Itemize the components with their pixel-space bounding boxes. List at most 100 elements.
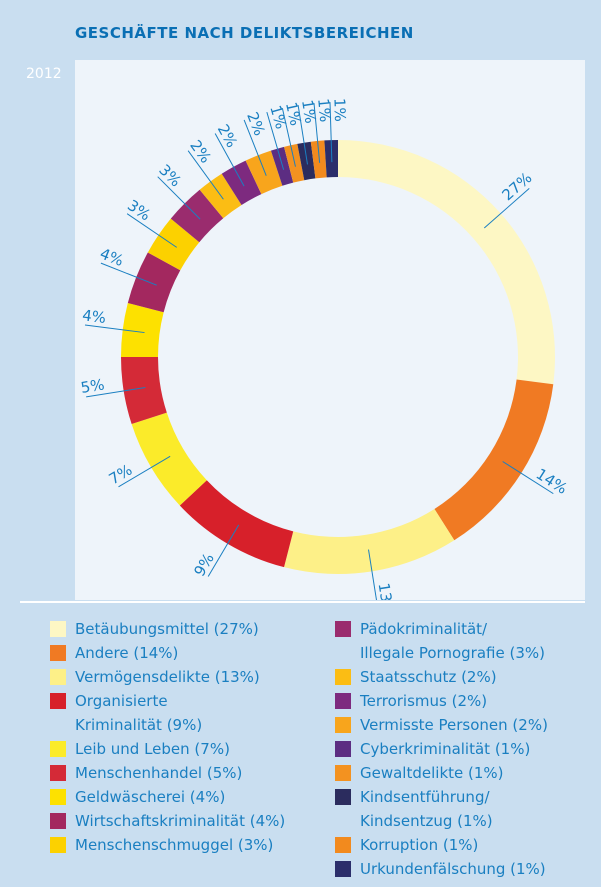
leader-line xyxy=(266,111,285,170)
legend-item: Geldwäscherei (4%) xyxy=(50,785,285,809)
legend-column: Pädokriminalität/ Illegale Pornografie (… xyxy=(335,617,548,881)
legend-swatch xyxy=(335,789,351,805)
data-label: 2% xyxy=(214,121,241,151)
legend-item: Leib und Leben (7%) xyxy=(50,737,285,761)
donut-segment xyxy=(179,480,294,568)
legend-item: Organisierte Kriminalität (9%) xyxy=(50,689,285,737)
legend-label: Cyberkriminalität (1%) xyxy=(360,740,531,758)
legend-swatch xyxy=(50,645,66,661)
legend-swatch xyxy=(335,861,351,877)
legend-swatch xyxy=(50,765,66,781)
donut-segment xyxy=(131,412,207,506)
separator xyxy=(20,601,585,603)
leader-line xyxy=(297,105,308,165)
legend-swatch xyxy=(50,693,66,709)
legend-label: Betäubungsmittel (27%) xyxy=(75,620,259,638)
donut-segment xyxy=(338,140,555,385)
legend-label: Vermögensdelikte (13%) xyxy=(75,668,260,686)
legend-swatch xyxy=(335,669,351,685)
data-label: 3% xyxy=(155,161,185,191)
chart-title: GESCHÄFTE NACH DELIKTSBEREICHEN xyxy=(75,24,414,42)
donut-segment xyxy=(121,357,167,425)
leader-line xyxy=(483,187,530,229)
legend-item: Wirtschaftskriminalität (4%) xyxy=(50,809,285,833)
leader-line xyxy=(368,549,377,600)
data-label: 7% xyxy=(106,461,136,489)
donut-chart: 27%14%13%9%7%5%4%4%3%3%2%2% 2%1%1%1%1%1% xyxy=(79,98,571,600)
leader-line xyxy=(243,119,267,176)
legend-label: Staatsschutz (2%) xyxy=(360,668,497,686)
data-label: 3% xyxy=(124,196,154,224)
legend-item: Terrorismus (2%) xyxy=(335,689,548,713)
donut-segment xyxy=(121,303,164,357)
legend-swatch xyxy=(50,621,66,637)
legend-label: Andere (14%) xyxy=(75,644,179,662)
leader-line xyxy=(84,324,145,334)
donut-segment xyxy=(297,141,316,181)
legend-swatch xyxy=(335,765,351,781)
leader-line xyxy=(313,103,321,163)
data-label: 5% xyxy=(79,376,105,398)
leader-line xyxy=(187,150,224,200)
donut-segment xyxy=(324,140,338,178)
legend-swatch xyxy=(50,741,66,757)
leader-line xyxy=(100,262,157,286)
legend-label: Organisierte Kriminalität (9%) xyxy=(75,692,203,734)
data-label: 4% xyxy=(81,306,107,327)
legend-label: Korruption (1%) xyxy=(360,836,479,854)
leader-line xyxy=(157,176,201,220)
legend-item: Andere (14%) xyxy=(50,641,285,665)
legend-item: Betäubungsmittel (27%) xyxy=(50,617,285,641)
leader-line xyxy=(118,455,171,488)
legend-item: Vermisste Personen (2%) xyxy=(335,713,548,737)
leader-line xyxy=(281,108,296,167)
legend-swatch xyxy=(335,717,351,733)
leader-line xyxy=(502,461,554,495)
leader-line xyxy=(126,213,178,248)
legend-swatch xyxy=(335,693,351,709)
donut-segment xyxy=(284,508,455,575)
legend-label: Kindsentführung/ Kindsentzug (1%) xyxy=(360,788,493,830)
donut-segment xyxy=(127,252,181,313)
legend-swatch xyxy=(50,669,66,685)
donut-segment xyxy=(221,160,262,206)
data-label: 1% xyxy=(330,98,349,122)
leader-line xyxy=(329,102,333,163)
legend-swatch xyxy=(335,741,351,757)
leader-line xyxy=(207,524,240,577)
legend-swatch xyxy=(50,813,66,829)
legend-label: Urkundenfälschung (1%) xyxy=(360,860,546,878)
donut-segment xyxy=(284,143,305,183)
data-label: 1% xyxy=(266,103,290,131)
legend-swatch xyxy=(50,789,66,805)
legend-label: Menschenschmuggel (3%) xyxy=(75,836,274,854)
legend-item: Staatsschutz (2%) xyxy=(335,665,548,689)
legend-label: Leib und Leben (7%) xyxy=(75,740,230,758)
donut-segment xyxy=(310,140,327,179)
data-label: 2% xyxy=(243,109,268,138)
data-label: 1% xyxy=(314,98,334,123)
legend-label: Wirtschaftskriminalität (4%) xyxy=(75,812,286,830)
legend-label: Vermisste Personen (2%) xyxy=(360,716,548,734)
legend-item: Menschenhandel (5%) xyxy=(50,761,285,785)
legend-item: Pädokriminalität/ Illegale Pornografie (… xyxy=(335,617,548,665)
legend-item: Korruption (1%) xyxy=(335,833,548,857)
data-label: 1% xyxy=(282,100,305,127)
data-label: 13% xyxy=(375,582,398,600)
legend-item: Vermögensdelikte (13%) xyxy=(50,665,285,689)
legend-item: Cyberkriminalität (1%) xyxy=(335,737,548,761)
legend-item: Menschenschmuggel (3%) xyxy=(50,833,285,857)
leader-line xyxy=(214,133,245,187)
legend-label: Menschenhandel (5%) xyxy=(75,764,243,782)
legend-label: Geldwäscherei (4%) xyxy=(75,788,226,806)
legend-item: Gewaltdelikte (1%) xyxy=(335,761,548,785)
legend-swatch xyxy=(50,837,66,853)
legend-swatch xyxy=(335,837,351,853)
legend-item: Kindsentführung/ Kindsentzug (1%) xyxy=(335,785,548,833)
legend-label: Terrorismus (2%) xyxy=(360,692,488,710)
legend-item: Urkundenfälschung (1%) xyxy=(335,857,548,881)
year-label: 2012 xyxy=(26,66,62,82)
donut-segment xyxy=(147,218,200,271)
donut-segment xyxy=(245,150,283,195)
